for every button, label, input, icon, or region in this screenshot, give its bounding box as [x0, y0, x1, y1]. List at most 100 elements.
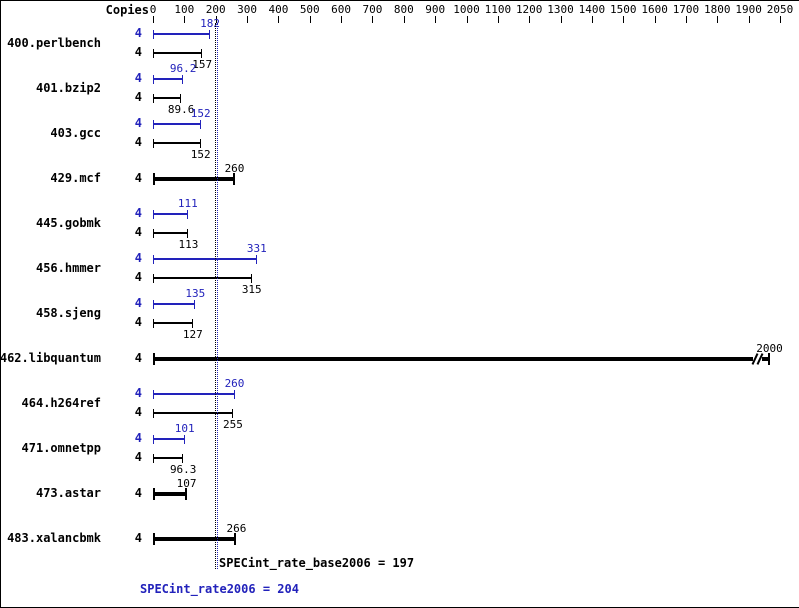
axis-tick-mark [717, 16, 719, 23]
bar-right-cap [183, 434, 185, 444]
bar [153, 438, 185, 440]
axis-tick-label: 700 [362, 3, 383, 16]
bar-left-cap [153, 318, 154, 328]
axis-tick-label: 0 [149, 3, 157, 16]
axis-tick-label: 1600 [641, 3, 668, 16]
axis-tick-mark [153, 16, 154, 23]
bar-left-cap [153, 533, 155, 545]
bar-value-label: 260 [224, 162, 245, 175]
axis-tick-label: 1100 [484, 3, 512, 16]
copies-value: 4 [134, 386, 142, 400]
bar-right-cap [209, 29, 211, 39]
bar-left-cap [153, 93, 154, 103]
bar [153, 258, 257, 260]
bar-left-cap [153, 434, 154, 444]
axis-tick-mark [780, 16, 781, 23]
axis-tick-mark [685, 16, 687, 23]
bar-break-gap [752, 356, 762, 362]
bar-right-cap [182, 453, 184, 463]
benchmark-label: 400.perlbench [7, 36, 101, 50]
bar-value-label: 152 [190, 107, 211, 120]
axis-tick-label: 1400 [578, 3, 606, 16]
copies-value: 4 [134, 405, 142, 419]
bar-left-cap [153, 74, 154, 84]
benchmark-label: 473.astar [35, 486, 101, 500]
benchmark-label: 456.hmmer [35, 261, 101, 275]
bar-left-cap [153, 273, 154, 283]
bar-value-label: 111 [177, 197, 198, 210]
bar-right-cap [184, 488, 187, 500]
bar [153, 78, 184, 80]
bar-right-cap [255, 254, 257, 264]
copies-value: 4 [134, 351, 142, 365]
axis-tick-label: 900 [425, 3, 446, 16]
bar [153, 232, 189, 234]
bar-value-label: 113 [178, 238, 199, 251]
bar [153, 303, 196, 305]
bar [153, 52, 203, 54]
reference-line-204 [216, 23, 218, 569]
axis-tick-mark [215, 16, 217, 23]
axis-tick-mark [748, 16, 750, 23]
copies-value: 4 [134, 251, 142, 265]
bar-left-cap [153, 119, 154, 129]
axis-tick-mark [529, 16, 531, 23]
bar-value-label: 260 [224, 377, 245, 390]
axis-tick-mark [435, 16, 437, 23]
benchmark-label: 445.gobmk [35, 216, 101, 230]
copies-value: 4 [134, 270, 142, 284]
axis-tick-mark [403, 16, 405, 23]
summary-peak-rate: SPECint_rate2006 = 204 [140, 582, 299, 596]
bar-value-label: 152 [190, 148, 211, 161]
bar [153, 492, 187, 496]
bar-left-cap [153, 488, 155, 500]
copies-value: 4 [134, 450, 142, 464]
bar-left-cap [153, 453, 154, 463]
bar [153, 357, 770, 361]
benchmark-label: 403.gcc [50, 126, 101, 140]
axis-tick-label: 2050 [766, 3, 794, 16]
benchmark-label: 471.omnetpp [21, 441, 101, 455]
axis-tick-label: 1300 [547, 3, 574, 16]
copies-value: 4 [134, 135, 142, 149]
axis-tick-label: 1900 [735, 3, 762, 16]
bar-left-cap [153, 228, 154, 238]
bar-value-label: 96.2 [169, 62, 197, 75]
axis-tick-label: 1800 [704, 3, 731, 16]
bar-left-cap [153, 408, 154, 418]
bar [153, 177, 235, 181]
bar-value-label: 135 [185, 287, 206, 300]
bar [153, 142, 201, 144]
bar-right-cap [232, 173, 235, 185]
bar-left-cap [153, 299, 154, 309]
bar-left-cap [153, 29, 154, 39]
copies-value: 4 [134, 296, 142, 310]
bar-value-label: 127 [182, 328, 203, 341]
bar [153, 33, 211, 35]
bar-value-label: 255 [223, 418, 243, 431]
bar [153, 213, 188, 215]
axis-tick-label: 1500 [610, 3, 637, 16]
bar [153, 393, 235, 395]
copies-value: 4 [134, 90, 142, 104]
reference-line-197 [214, 23, 216, 569]
bar-left-cap [153, 138, 154, 148]
bar [153, 537, 237, 541]
axis-tick-mark [591, 16, 593, 23]
benchmark-label: 464.h264ref [21, 396, 101, 410]
bar-right-cap [180, 93, 182, 103]
axis-tick-mark [184, 16, 186, 23]
benchmark-label: 462.libquantum [0, 351, 101, 365]
bar [153, 97, 182, 99]
bar-left-cap [153, 48, 154, 58]
bar-right-cap [767, 353, 770, 365]
axis-tick-mark [497, 16, 499, 23]
bar-right-cap [194, 299, 196, 309]
bar-value-label: 266 [226, 522, 247, 535]
benchmark-label: 401.bzip2 [35, 81, 101, 95]
bar [153, 277, 252, 279]
axis-tick-mark [309, 16, 311, 23]
axis-tick-mark [466, 16, 468, 23]
copies-value: 4 [134, 315, 142, 329]
copies-header: Copies [105, 3, 149, 17]
